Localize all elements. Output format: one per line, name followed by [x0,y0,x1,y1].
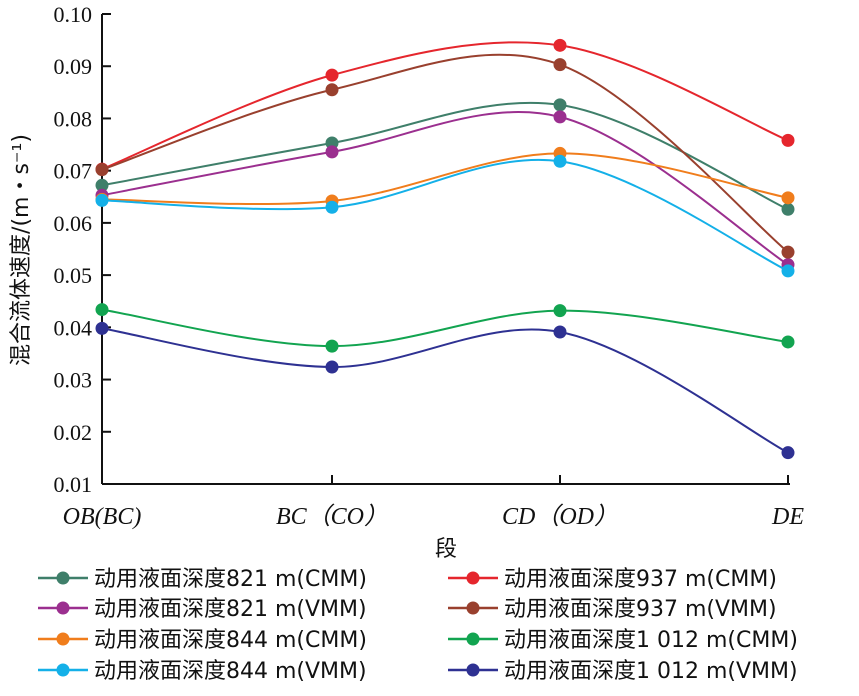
y-tick-label: 0.06 [54,211,93,236]
data-point [781,202,795,216]
legend-label: 动用液面深度844 m(CMM) [94,628,367,653]
data-point [95,321,109,335]
legend-item: 动用液面深度844 m(CMM) [38,628,367,653]
legend-label: 动用液面深度1 012 m(VMM) [504,659,798,684]
legend-item: 动用液面深度821 m(CMM) [38,567,367,592]
data-point [95,303,109,317]
legend-marker [466,601,480,615]
legend-marker [56,601,70,615]
data-point [553,304,567,318]
data-point [781,133,795,147]
data-point [553,110,567,124]
legend-item: 动用液面深度1 012 m(CMM) [448,628,798,653]
series-line [101,101,789,211]
legend-marker [56,632,70,646]
legend-marker [56,571,70,585]
data-point [781,245,795,259]
data-point [553,58,567,72]
legend-item: 动用液面深度937 m(VMM) [448,597,777,622]
series-6 [95,154,795,278]
y-tick-label: 0.07 [54,159,93,184]
y-tick-label: 0.05 [54,263,93,288]
y-tick-label: 0.02 [54,420,93,445]
legend-item: 动用液面深度844 m(VMM) [38,659,367,684]
series-line [101,41,789,171]
y-tick-label: 0.01 [54,472,93,497]
legend-marker [56,663,70,677]
data-point [95,193,109,207]
data-point [553,154,567,168]
series-line [101,111,789,266]
x-tick-label: CD（OD） [502,503,618,530]
data-point [325,68,339,82]
series-0 [95,98,795,216]
data-point [325,339,339,353]
data-point [325,360,339,374]
legend-item: 动用液面深度1 012 m(VMM) [448,659,798,684]
series-3 [95,53,795,259]
legend-label: 动用液面深度937 m(VMM) [504,597,777,622]
data-point [553,98,567,112]
data-point [553,38,567,52]
series-layer [95,38,795,460]
legend-marker [466,571,480,585]
y-axis-title: 混合流体速度/(m・s⁻¹) [9,134,34,366]
data-point [781,446,795,460]
y-ticks: 0.01 0.02 0.03 0.04 0.05 0.06 0.07 0.08 0.09 0.10 [54,2,111,497]
axes [101,14,790,485]
data-point [325,145,339,159]
data-point [781,335,795,349]
legend-label: 动用液面深度821 m(CMM) [94,567,367,592]
series-7 [95,321,795,460]
y-tick-label: 0.08 [54,106,93,131]
x-ticks: OB(BC) BC（CO） CD（OD） DE [63,475,804,530]
series-line [101,327,789,454]
y-tick-label: 0.04 [54,315,93,340]
legend-label: 动用液面深度937 m(CMM) [504,567,777,592]
x-tick-label: DE [771,504,804,530]
x-tick-label: OB(BC) [63,504,142,530]
legend-item: 动用液面深度821 m(VMM) [38,597,367,622]
x-tick-label: BC（CO） [276,503,388,530]
legend: 动用液面深度821 m(CMM) 动用液面深度937 m(CMM) 动用液面深度82… [38,567,798,684]
legend-label: 动用液面深度1 012 m(CMM) [504,628,798,653]
legend-label: 动用液面深度844 m(VMM) [94,659,367,684]
y-tick-label: 0.09 [54,54,93,79]
legend-marker [466,632,480,646]
y-tick-label: 0.10 [54,2,93,27]
series-2 [95,110,795,272]
legend-item: 动用液面深度937 m(CMM) [448,567,777,592]
data-point [781,191,795,205]
y-tick-label: 0.03 [54,368,93,393]
legend-label: 动用液面深度821 m(VMM) [94,597,367,622]
series-line [101,53,789,253]
data-point [553,325,567,339]
data-point [95,163,109,177]
series-5 [95,303,795,353]
data-point [781,264,795,278]
series-line [101,152,789,206]
data-point [325,83,339,97]
data-point [95,178,109,192]
legend-marker [466,663,480,677]
series-line [101,308,789,348]
series-line [101,158,789,272]
x-axis-title: 段 [435,537,457,562]
data-point [325,200,339,214]
